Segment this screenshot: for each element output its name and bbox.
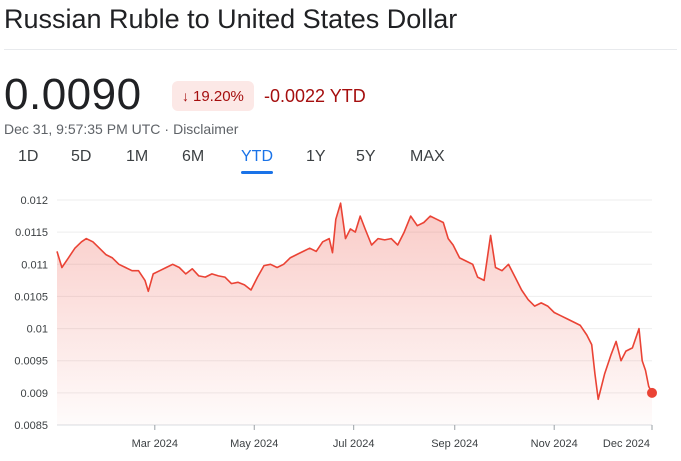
y-tick-label: 0.011	[21, 259, 48, 271]
tab-1d[interactable]: 1D	[18, 148, 39, 165]
y-tick-label: 0.01	[27, 324, 48, 336]
divider	[4, 49, 677, 50]
price-chart[interactable]: 0.012 0.0115 0.011 0.0105 0.01 0.0095 0.009 0.0…	[0, 185, 681, 461]
disclaimer-link[interactable]: Disclaimer	[173, 121, 239, 137]
y-tick-label: 0.009	[20, 388, 48, 400]
y-tick-label: 0.0095	[14, 356, 48, 368]
timestamp: Dec 31, 9:57:35 PM UTC	[4, 121, 161, 137]
y-tick-label: 0.0105	[14, 291, 48, 303]
arrow-down-icon: ↓	[182, 88, 189, 104]
x-axis-ticks: Mar 2024 May 2024 Jul 2024 Sep 2024 Nov 2024…	[132, 425, 653, 450]
latest-price-point	[647, 387, 657, 398]
x-tick-label: Nov 2024	[531, 438, 578, 450]
tab-max[interactable]: MAX	[410, 148, 445, 165]
tab-5d[interactable]: 5D	[71, 148, 92, 165]
timestamp-line: Dec 31, 9:57:35 PM UTC · Disclaimer	[4, 121, 238, 137]
x-tick-label: Sep 2024	[431, 438, 478, 450]
tab-ytd[interactable]: YTD	[241, 148, 273, 174]
y-axis-ticks: 0.012 0.0115 0.011 0.0105 0.01 0.0095 0.009 0.0…	[14, 195, 48, 432]
current-price: 0.0090	[4, 70, 142, 119]
change-percent-value: 19.20%	[193, 87, 244, 105]
x-tick-label: Jul 2024	[333, 438, 375, 450]
price-line	[56, 202, 653, 401]
tab-6m[interactable]: 6M	[182, 148, 205, 165]
separator: ·	[164, 121, 170, 137]
y-tick-label: 0.012	[20, 195, 48, 207]
x-tick-label: Mar 2024	[132, 438, 178, 450]
tab-1m[interactable]: 1M	[126, 148, 149, 165]
page-title: Russian Ruble to United States Dollar	[4, 4, 458, 34]
tab-1y[interactable]: 1Y	[306, 148, 326, 165]
x-tick-label: Dec 2024	[603, 438, 650, 450]
y-tick-label: 0.0085	[14, 420, 48, 432]
change-percent-badge: ↓ 19.20%	[172, 81, 254, 111]
tab-5y[interactable]: 5Y	[356, 148, 376, 165]
x-tick-label: May 2024	[230, 438, 278, 450]
price-area	[57, 203, 652, 425]
y-tick-label: 0.0115	[15, 227, 48, 239]
ytd-change: -0.0022 YTD	[264, 86, 366, 106]
